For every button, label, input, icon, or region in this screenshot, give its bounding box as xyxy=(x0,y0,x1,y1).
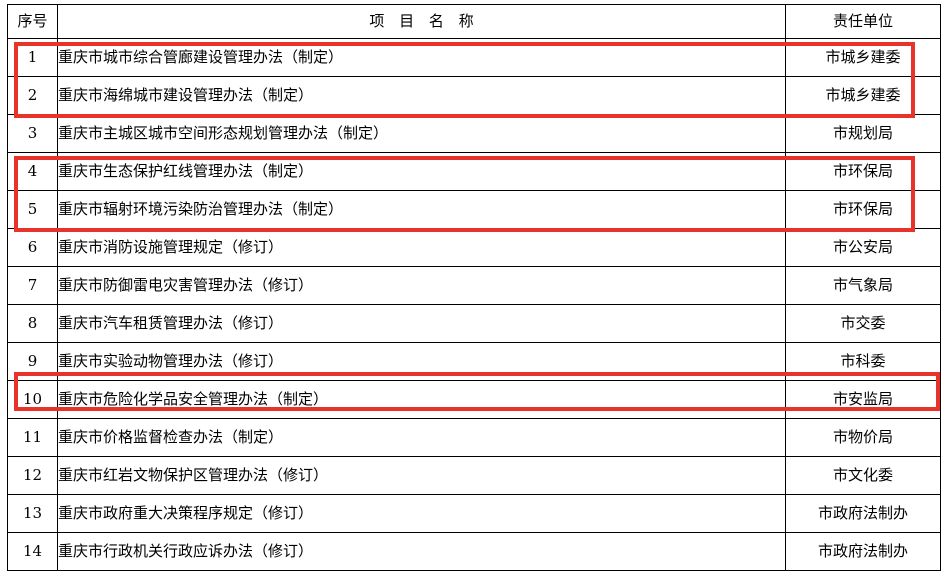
cell-unit: 市城乡建委 xyxy=(785,76,941,115)
cell-unit: 市安监局 xyxy=(785,380,941,419)
regulation-plan-table: 序号 项 目 名 称 责任单位 1 重庆市城市综合管廊建设管理办法（制定） 市城… xyxy=(7,4,941,571)
cell-name: 重庆市红岩文物保护区管理办法（修订） xyxy=(57,456,786,495)
cell-name: 重庆市价格监督检查办法（制定） xyxy=(57,418,786,457)
column-header-unit: 责任单位 xyxy=(785,4,941,39)
cell-no: 10 xyxy=(7,380,58,419)
cell-no: 13 xyxy=(7,494,58,533)
cell-name: 重庆市政府重大决策程序规定（修订） xyxy=(57,494,786,533)
table-row: 1 重庆市城市综合管廊建设管理办法（制定） 市城乡建委 xyxy=(7,38,941,77)
cell-name: 重庆市城市综合管廊建设管理办法（制定） xyxy=(57,38,786,77)
cell-name: 重庆市辐射环境污染防治管理办法（制定） xyxy=(57,190,786,229)
cell-name: 重庆市防御雷电灾害管理办法（修订） xyxy=(57,266,786,305)
table-row: 3 重庆市主城区城市空间形态规划管理办法（制定） 市规划局 xyxy=(7,114,941,153)
table-row: 11 重庆市价格监督检查办法（制定） 市物价局 xyxy=(7,418,941,457)
table-row: 13 重庆市政府重大决策程序规定（修订） 市政府法制办 xyxy=(7,494,941,533)
cell-name: 重庆市海绵城市建设管理办法（制定） xyxy=(57,76,786,115)
cell-unit: 市公安局 xyxy=(785,228,941,267)
table-row: 14 重庆市行政机关行政应诉办法（修订） 市政府法制办 xyxy=(7,532,941,571)
cell-no: 4 xyxy=(7,152,58,191)
cell-unit: 市政府法制办 xyxy=(785,494,941,533)
cell-name: 重庆市行政机关行政应诉办法（修订） xyxy=(57,532,786,571)
table-row: 5 重庆市辐射环境污染防治管理办法（制定） 市环保局 xyxy=(7,190,941,229)
cell-no: 14 xyxy=(7,532,58,571)
table-header-row: 序号 项 目 名 称 责任单位 xyxy=(7,4,941,39)
cell-no: 2 xyxy=(7,76,58,115)
table-header: 序号 项 目 名 称 责任单位 xyxy=(7,4,941,39)
cell-no: 9 xyxy=(7,342,58,381)
table-row: 7 重庆市防御雷电灾害管理办法（修订） 市气象局 xyxy=(7,266,941,305)
cell-no: 7 xyxy=(7,266,58,305)
column-header-no: 序号 xyxy=(7,4,58,39)
cell-no: 1 xyxy=(7,38,58,77)
cell-name: 重庆市生态保护红线管理办法（制定） xyxy=(57,152,786,191)
cell-no: 6 xyxy=(7,228,58,267)
cell-no: 8 xyxy=(7,304,58,343)
cell-unit: 市政府法制办 xyxy=(785,532,941,571)
cell-unit: 市规划局 xyxy=(785,114,941,153)
cell-name: 重庆市主城区城市空间形态规划管理办法（制定） xyxy=(57,114,786,153)
cell-unit: 市城乡建委 xyxy=(785,38,941,77)
table-row: 4 重庆市生态保护红线管理办法（制定） 市环保局 xyxy=(7,152,941,191)
table-row: 6 重庆市消防设施管理规定（修订） 市公安局 xyxy=(7,228,941,267)
table-row: 10 重庆市危险化学品安全管理办法（制定） 市安监局 xyxy=(7,380,941,419)
cell-no: 5 xyxy=(7,190,58,229)
table-row: 9 重庆市实验动物管理办法（修订） 市科委 xyxy=(7,342,941,381)
table-body: 1 重庆市城市综合管廊建设管理办法（制定） 市城乡建委 2 重庆市海绵城市建设管… xyxy=(7,38,941,571)
cell-unit: 市气象局 xyxy=(785,266,941,305)
cell-no: 11 xyxy=(7,418,58,457)
cell-unit: 市科委 xyxy=(785,342,941,381)
cell-no: 3 xyxy=(7,114,58,153)
column-header-name: 项 目 名 称 xyxy=(57,4,786,39)
table-row: 2 重庆市海绵城市建设管理办法（制定） 市城乡建委 xyxy=(7,76,941,115)
cell-unit: 市物价局 xyxy=(785,418,941,457)
cell-name: 重庆市危险化学品安全管理办法（制定） xyxy=(57,380,786,419)
cell-unit: 市环保局 xyxy=(785,190,941,229)
cell-no: 12 xyxy=(7,456,58,495)
cell-unit: 市文化委 xyxy=(785,456,941,495)
cell-name: 重庆市消防设施管理规定（修订） xyxy=(57,228,786,267)
cell-unit: 市交委 xyxy=(785,304,941,343)
table-row: 8 重庆市汽车租赁管理办法（修订） 市交委 xyxy=(7,304,941,343)
cell-unit: 市环保局 xyxy=(785,152,941,191)
table-row: 12 重庆市红岩文物保护区管理办法（修订） 市文化委 xyxy=(7,456,941,495)
cell-name: 重庆市实验动物管理办法（修订） xyxy=(57,342,786,381)
cell-name: 重庆市汽车租赁管理办法（修订） xyxy=(57,304,786,343)
